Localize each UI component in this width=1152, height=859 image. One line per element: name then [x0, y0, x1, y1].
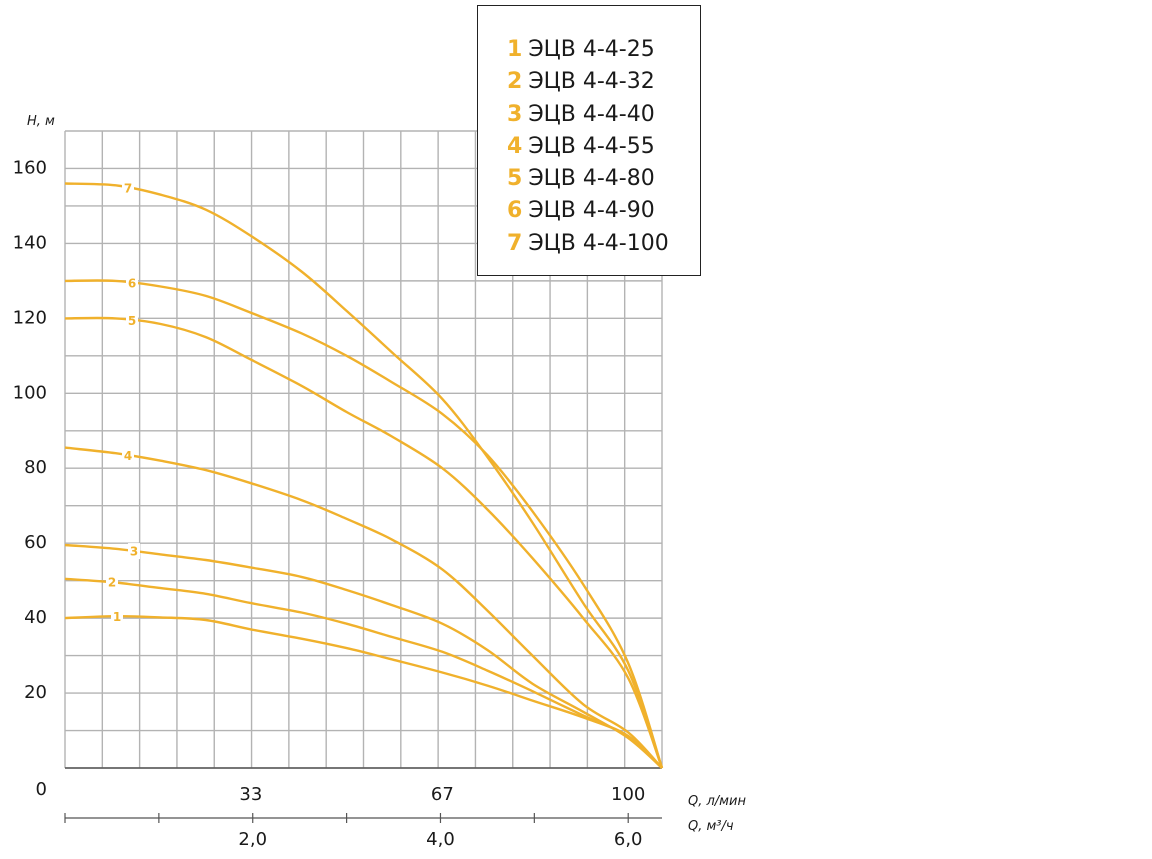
legend-item-number: 5 — [507, 166, 523, 192]
y-tick-label: 160 — [13, 157, 47, 178]
series-line — [64, 577, 663, 769]
legend-item-label: ЭЦВ 4-4-25 — [528, 37, 655, 62]
x-tick-label: 67 — [431, 784, 454, 805]
legend-list: 1 ЭЦВ 4-4-25 2 ЭЦВ 4-4-32 3 ЭЦВ 4-4-40 4 ЭЦВ 4-… — [507, 34, 669, 260]
legend-item-label: ЭЦВ 4-4-40 — [528, 101, 655, 127]
series-number-label: 5 — [128, 314, 136, 328]
legend-item-number: 4 — [507, 133, 523, 159]
series-line — [64, 182, 664, 769]
series-line — [64, 446, 663, 769]
legend-item-label: ЭЦВ 4-4-55 — [528, 133, 655, 159]
series-label-bg — [111, 608, 123, 625]
legend-item-label: ЭЦВ 4-4-32 — [528, 69, 655, 95]
series-line — [64, 614, 663, 769]
legend-item-number: 6 — [507, 198, 523, 224]
y-tick-label: 100 — [13, 382, 47, 403]
secondary-x-axis: 2,0 4,0 6,0 — [64, 813, 662, 850]
y-tick-label: 60 — [24, 532, 47, 553]
x-axis-title: Q, л/мин — [688, 794, 746, 809]
series-label-bg — [126, 312, 138, 329]
legend-item-label: ЭЦВ 4-4-100 — [528, 230, 669, 256]
x2-tick-label: 4,0 — [426, 829, 455, 850]
series-label-bg — [106, 574, 118, 591]
y-tick-label: 140 — [13, 232, 47, 253]
legend-item-label: ЭЦВ 4-4-80 — [528, 166, 655, 192]
series-number-label: 2 — [108, 576, 116, 590]
legend: 1 ЭЦВ 4-4-25 2 ЭЦВ 4-4-32 3 ЭЦВ 4-4-40 4 ЭЦВ 4-… — [477, 5, 701, 276]
y-tick-label: 0 — [36, 779, 47, 800]
legend-item: 6 ЭЦВ 4-4-90 — [507, 195, 669, 227]
legend-item-number: 3 — [507, 101, 523, 127]
y-tick-label: 120 — [13, 307, 47, 328]
y-tick-label: 20 — [24, 682, 47, 703]
x-tick-label: 33 — [239, 784, 262, 805]
y-axis-title: H, м — [27, 114, 55, 129]
series-number-label: 4 — [124, 449, 132, 463]
series-label-bg — [126, 274, 138, 291]
x-tick-label: 100 — [611, 784, 645, 805]
series-line — [64, 316, 664, 769]
series-curves — [64, 182, 664, 769]
x2-axis-title: Q, м³/ч — [688, 819, 734, 834]
legend-item: 5 ЭЦВ 4-4-80 — [507, 163, 669, 195]
x-tick-labels: 33 67 100 — [239, 784, 645, 805]
x2-tick-label: 6,0 — [614, 829, 643, 850]
legend-item-number: 2 — [507, 69, 523, 95]
series-label-bg — [128, 543, 140, 560]
series-number-label: 7 — [124, 181, 132, 195]
series-number-label: 1 — [113, 610, 121, 624]
series-label-bg — [122, 447, 134, 464]
y-tick-label: 40 — [24, 607, 47, 628]
series-number-label: 6 — [128, 276, 136, 290]
legend-item: 3 ЭЦВ 4-4-40 — [507, 99, 669, 131]
y-tick-label: 80 — [24, 457, 47, 478]
series-line — [64, 543, 663, 769]
y-tick-labels: 0 20 40 60 80 100 120 140 160 — [13, 157, 47, 800]
legend-item-label: ЭЦВ 4-4-90 — [528, 198, 655, 224]
legend-item-number: 7 — [507, 230, 523, 256]
x2-tick-label: 2,0 — [238, 829, 267, 850]
series-number-label: 3 — [130, 545, 138, 559]
legend-item: 2 ЭЦВ 4-4-32 — [507, 66, 669, 98]
series-label-bg — [122, 179, 134, 196]
legend-item: 1 ЭЦВ 4-4-25 — [507, 34, 669, 66]
legend-item: 7 ЭЦВ 4-4-100 — [507, 228, 669, 260]
series-line — [64, 279, 664, 769]
curve-number-labels: 1 2 3 4 5 6 7 — [106, 179, 140, 625]
legend-item: 4 ЭЦВ 4-4-55 — [507, 131, 669, 163]
legend-item-number: 1 — [507, 37, 523, 62]
